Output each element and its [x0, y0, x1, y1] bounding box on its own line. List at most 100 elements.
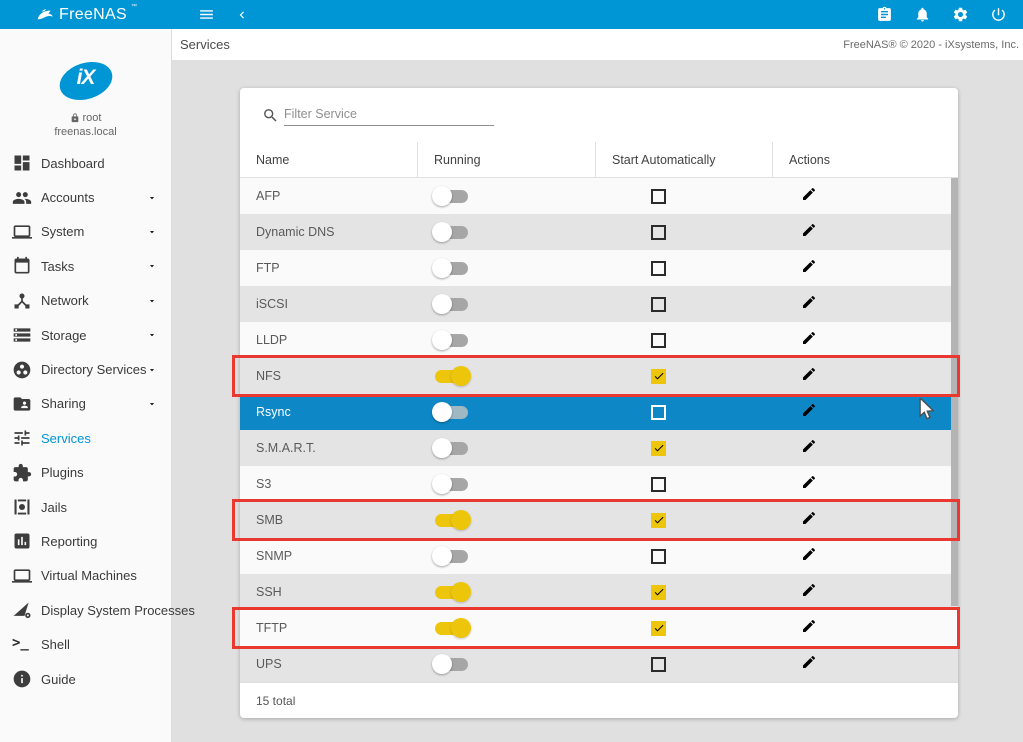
edit-pencil-icon[interactable]: [801, 330, 817, 346]
sidebar-item-accounts[interactable]: Accounts: [0, 180, 171, 214]
settings-gear-icon[interactable]: [952, 6, 969, 23]
running-toggle[interactable]: [432, 546, 468, 566]
table-row[interactable]: S3: [240, 466, 958, 502]
start-automatically-checkbox[interactable]: [651, 260, 666, 276]
running-toggle[interactable]: [432, 258, 468, 278]
power-icon[interactable]: [990, 6, 1007, 23]
table-row[interactable]: TFTP: [232, 607, 960, 649]
alerts-bell-icon[interactable]: [914, 6, 931, 23]
vertical-scrollbar[interactable]: [951, 178, 958, 606]
sidebar-item-virtual-machines[interactable]: Virtual Machines: [0, 559, 171, 593]
menu-icon[interactable]: [198, 6, 215, 23]
running-toggle[interactable]: [432, 186, 468, 206]
service-name: SMB: [256, 513, 284, 527]
running-toggle[interactable]: [432, 438, 468, 458]
network-icon: [12, 291, 32, 311]
sidebar-item-guide[interactable]: Guide: [0, 662, 171, 696]
shell-icon: >_: [12, 634, 29, 651]
table-row[interactable]: AFP: [240, 178, 958, 214]
services-card: Name Running Start Automatically Actions…: [232, 88, 960, 718]
breadcrumb[interactable]: Services: [180, 37, 230, 52]
edit-pencil-icon[interactable]: [801, 258, 817, 274]
breadcrumb-bar: Services FreeNAS® © 2020 - iXsystems, In…: [172, 29, 1023, 60]
start-automatically-checkbox[interactable]: [651, 548, 666, 564]
sidebar-item-storage[interactable]: Storage: [0, 318, 171, 352]
filter-service-input[interactable]: [284, 104, 494, 126]
sidebar-item-directory-services[interactable]: Directory Services: [0, 352, 171, 386]
table-row[interactable]: SMB: [232, 499, 960, 541]
sidebar-item-display-system-processes[interactable]: Display System Processes: [0, 593, 195, 627]
sidebar-item-reporting[interactable]: Reporting: [0, 524, 171, 558]
edit-pencil-icon[interactable]: [801, 438, 817, 454]
table-row[interactable]: UPS: [240, 646, 958, 682]
user-block: iX root freenas.local: [0, 29, 171, 138]
running-toggle[interactable]: [432, 654, 468, 674]
running-toggle[interactable]: [432, 330, 468, 350]
service-name: UPS: [256, 657, 282, 671]
start-automatically-checkbox[interactable]: [651, 404, 666, 420]
shark-icon: [35, 5, 55, 25]
start-automatically-checkbox[interactable]: [651, 476, 666, 492]
edit-pencil-icon[interactable]: [801, 294, 817, 310]
edit-pencil-icon[interactable]: [801, 222, 817, 238]
service-name: NFS: [256, 369, 281, 383]
running-toggle[interactable]: [435, 582, 471, 602]
column-header-name[interactable]: Name: [256, 152, 290, 167]
start-automatically-checkbox[interactable]: [651, 440, 666, 456]
running-toggle[interactable]: [435, 510, 471, 530]
chevron-down-icon: [147, 365, 157, 375]
virtual-machines-icon: [12, 566, 32, 586]
task-manager-clipboard-icon[interactable]: [876, 6, 893, 23]
freenas-logo[interactable]: FreeNAS ™: [0, 0, 172, 29]
start-automatically-checkbox[interactable]: [651, 584, 666, 600]
running-toggle[interactable]: [432, 222, 468, 242]
edit-pencil-icon[interactable]: [801, 366, 817, 382]
column-header-start-automatically[interactable]: Start Automatically: [595, 142, 772, 177]
table-row[interactable]: SSH: [240, 574, 958, 610]
sidebar-item-sharing[interactable]: Sharing: [0, 387, 171, 421]
running-toggle[interactable]: [435, 618, 471, 638]
chevron-down-icon: [147, 399, 157, 409]
edit-pencil-icon[interactable]: [801, 582, 817, 598]
sidebar-item-services[interactable]: Services: [0, 421, 171, 455]
edit-pencil-icon[interactable]: [801, 546, 817, 562]
edit-pencil-icon[interactable]: [801, 186, 817, 202]
chevron-left-icon[interactable]: [235, 8, 249, 22]
start-automatically-checkbox[interactable]: [651, 224, 666, 240]
edit-pencil-icon[interactable]: [801, 402, 817, 418]
running-toggle[interactable]: [432, 402, 468, 422]
sidebar-item-dashboard[interactable]: Dashboard: [0, 146, 171, 180]
edit-pencil-icon[interactable]: [801, 474, 817, 490]
table-row[interactable]: iSCSI: [240, 286, 958, 322]
ixsystems-logo-icon: iX: [54, 55, 117, 107]
running-toggle[interactable]: [435, 366, 471, 386]
start-automatically-checkbox[interactable]: [651, 656, 666, 672]
table-row[interactable]: NFS: [232, 355, 960, 397]
column-header-running[interactable]: Running: [417, 142, 595, 177]
start-automatically-checkbox[interactable]: [651, 296, 666, 312]
edit-pencil-icon[interactable]: [801, 510, 817, 526]
table-row[interactable]: SNMP: [240, 538, 958, 574]
start-automatically-checkbox[interactable]: [651, 368, 666, 384]
sidebar-item-jails[interactable]: Jails: [0, 490, 171, 524]
start-automatically-checkbox[interactable]: [651, 188, 666, 204]
chevron-down-icon: [147, 261, 157, 271]
edit-pencil-icon[interactable]: [801, 654, 817, 670]
sidebar-item-network[interactable]: Network: [0, 284, 171, 318]
sidebar-item-plugins[interactable]: Plugins: [0, 456, 171, 490]
running-toggle[interactable]: [432, 294, 468, 314]
start-automatically-checkbox[interactable]: [651, 512, 666, 528]
edit-pencil-icon[interactable]: [801, 618, 817, 634]
start-automatically-checkbox[interactable]: [651, 332, 666, 348]
sidebar-item-shell[interactable]: >_ Shell: [0, 627, 171, 661]
table-row[interactable]: Rsync: [240, 394, 958, 430]
sidebar-item-tasks[interactable]: Tasks: [0, 249, 171, 283]
running-toggle[interactable]: [432, 474, 468, 494]
table-row[interactable]: Dynamic DNS: [240, 214, 958, 250]
sidebar-item-system[interactable]: System: [0, 215, 171, 249]
table-row[interactable]: FTP: [240, 250, 958, 286]
column-header-actions[interactable]: Actions: [772, 142, 958, 177]
table-row[interactable]: LLDP: [240, 322, 958, 358]
table-row[interactable]: S.M.A.R.T.: [240, 430, 958, 466]
start-automatically-checkbox[interactable]: [651, 620, 666, 636]
